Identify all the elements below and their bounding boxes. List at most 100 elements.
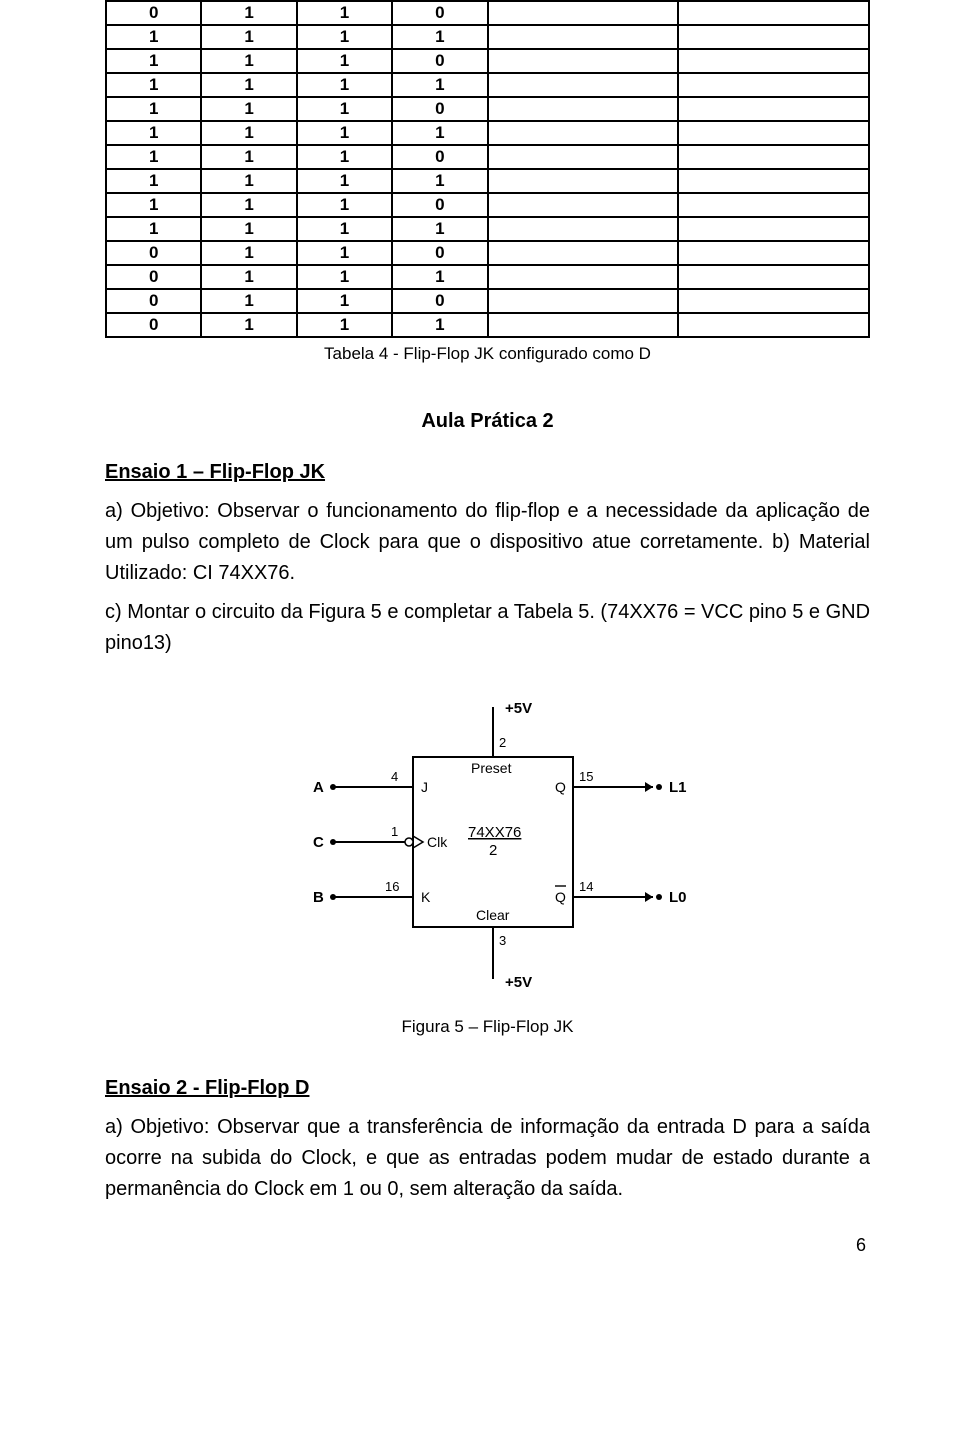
ensaio2-para: a) Objetivo: Observar que a transferênci… [105, 1112, 870, 1205]
pin-j: 4 [391, 769, 398, 784]
table-cell: 0 [392, 49, 487, 73]
table-cell: 0 [392, 241, 487, 265]
label-Qn: Q [555, 889, 566, 905]
table-cell: 0 [106, 265, 201, 289]
table-cell: 1 [392, 121, 487, 145]
table-caption: Tabela 4 - Flip-Flop JK configurado como… [105, 344, 870, 364]
table-cell [488, 145, 679, 169]
table-cell [488, 97, 679, 121]
page-number: 6 [105, 1235, 870, 1256]
table-cell: 1 [297, 121, 392, 145]
pin-k: 16 [385, 879, 399, 894]
table-cell: 1 [392, 73, 487, 97]
table-cell [678, 265, 869, 289]
table-cell [488, 49, 679, 73]
table-cell [488, 73, 679, 97]
table-cell: 0 [106, 289, 201, 313]
label-bottom-supply: +5V [505, 974, 532, 991]
table-cell [488, 193, 679, 217]
table-cell: 1 [297, 25, 392, 49]
label-top-supply: +5V [505, 700, 532, 717]
table-cell: 1 [201, 121, 296, 145]
table-cell: 1 [297, 241, 392, 265]
table-cell: 1 [201, 73, 296, 97]
table-cell: 1 [201, 313, 296, 337]
table-cell: 1 [106, 49, 201, 73]
ensaio1-para2: c) Montar o circuito da Figura 5 e compl… [105, 597, 870, 659]
figure-5: +5V 2 Preset 3 Clear +5V 74XX76 2 A 4 J … [105, 687, 870, 1007]
table-cell: 1 [106, 217, 201, 241]
table-cell: 1 [297, 169, 392, 193]
label-C: C [313, 834, 324, 851]
table-cell: 0 [106, 313, 201, 337]
table-cell: 1 [392, 169, 487, 193]
table-cell: 1 [392, 217, 487, 241]
table-cell: 1 [201, 49, 296, 73]
table-cell [678, 217, 869, 241]
figure-caption: Figura 5 – Flip-Flop JK [105, 1017, 870, 1037]
ensaio2-heading: Ensaio 2 - Flip-Flop D [105, 1077, 870, 1100]
table-cell [488, 241, 679, 265]
label-clear: Clear [476, 907, 510, 923]
table-cell [678, 121, 869, 145]
table-cell [678, 49, 869, 73]
table-cell: 0 [392, 1, 487, 25]
table-cell: 1 [201, 145, 296, 169]
table-cell: 0 [392, 145, 487, 169]
table-cell: 1 [201, 1, 296, 25]
table-cell [678, 169, 869, 193]
table-cell [488, 1, 679, 25]
label-L1: L1 [669, 779, 687, 796]
table-cell: 1 [201, 25, 296, 49]
table-cell: 1 [392, 25, 487, 49]
table-cell: 1 [297, 313, 392, 337]
table-cell: 1 [297, 193, 392, 217]
table-cell [678, 73, 869, 97]
table-cell: 1 [201, 97, 296, 121]
pin-q: 15 [579, 769, 593, 784]
table-cell [678, 313, 869, 337]
label-J: J [421, 779, 428, 795]
table-cell: 1 [297, 97, 392, 121]
table-cell [678, 145, 869, 169]
table-cell [488, 289, 679, 313]
table-cell: 1 [106, 73, 201, 97]
table-cell [488, 169, 679, 193]
ensaio1-heading: Ensaio 1 – Flip-Flop JK [105, 461, 870, 484]
table-cell: 1 [297, 289, 392, 313]
table-cell [488, 121, 679, 145]
table-cell: 1 [201, 193, 296, 217]
table-cell [488, 265, 679, 289]
table-cell: 0 [106, 241, 201, 265]
label-A: A [313, 779, 324, 796]
ensaio1-para: a) Objetivo: Observar o funcionamento do… [105, 496, 870, 589]
table-cell: 1 [297, 49, 392, 73]
table-cell: 1 [297, 145, 392, 169]
label-L0: L0 [669, 889, 687, 906]
table-cell: 0 [392, 97, 487, 121]
table-cell [678, 241, 869, 265]
table-cell: 1 [297, 217, 392, 241]
table-cell: 0 [392, 289, 487, 313]
label-preset: Preset [471, 760, 512, 776]
pin-qn: 14 [579, 879, 593, 894]
table-cell: 1 [297, 73, 392, 97]
table-cell: 1 [106, 193, 201, 217]
table-cell [678, 97, 869, 121]
table-cell: 1 [392, 265, 487, 289]
aula-title: Aula Prática 2 [105, 410, 870, 433]
pin-clk: 1 [391, 824, 398, 839]
label-ic: 74XX76 [468, 824, 521, 841]
table-cell: 1 [106, 25, 201, 49]
table-cell: 1 [297, 1, 392, 25]
truth-table: 0110111111101111111011111110111111101111… [105, 0, 870, 338]
table-cell [678, 1, 869, 25]
label-Q: Q [555, 779, 566, 795]
table-cell: 1 [201, 217, 296, 241]
pin-top: 2 [499, 735, 506, 750]
table-cell: 1 [201, 241, 296, 265]
table-cell [488, 25, 679, 49]
table-cell: 1 [201, 169, 296, 193]
table-cell: 0 [106, 1, 201, 25]
table-cell: 1 [106, 121, 201, 145]
